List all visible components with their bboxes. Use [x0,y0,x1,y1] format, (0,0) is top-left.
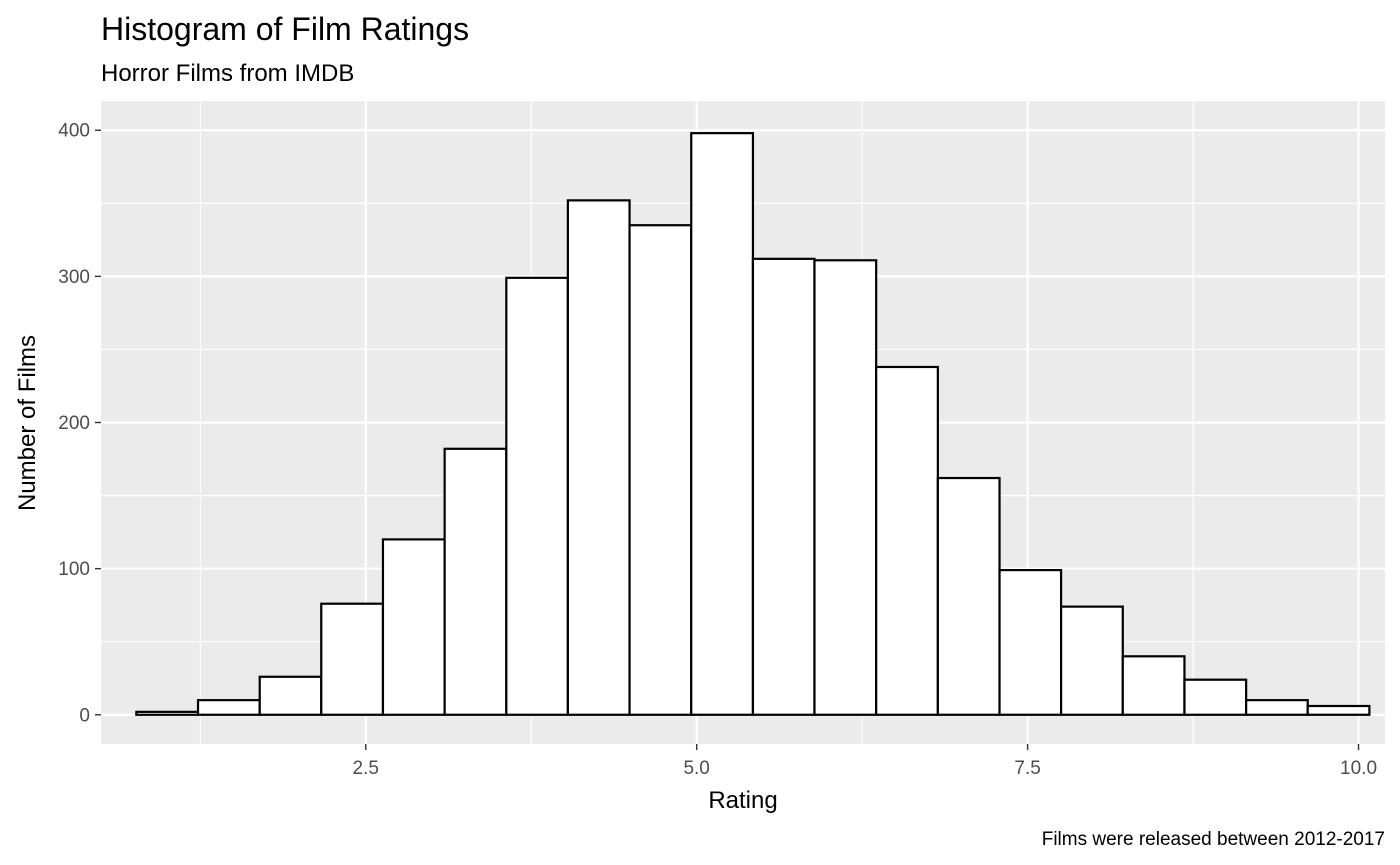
histogram-bar [135,710,200,716]
histogram-bar [258,675,323,716]
histogram-bar [381,538,446,716]
y-axis-ticks: 0 100 200 300 400 [58,121,101,726]
histogram-bar [1306,704,1371,716]
y-tick-label: 400 [58,121,90,142]
chart-subtitle: Horror Films from IMDB [101,60,354,87]
x-axis-ticks: 2.5 5.0 7.5 10.0 [353,744,1377,779]
histogram-bar [690,132,755,716]
x-tick-label: 5.0 [683,758,709,779]
x-tick-label: 7.5 [1014,758,1040,779]
histogram-bar [1059,605,1124,716]
histogram-bar [875,365,939,716]
histogram-bar [505,276,569,716]
histogram-bar [628,224,693,716]
chart-caption: Films were released between 2012-2017 [1042,829,1385,850]
y-tick-label: 200 [58,413,90,434]
x-tick-label: 10.0 [1340,758,1377,779]
histogram-bar [1121,655,1186,716]
histogram-bar [443,447,508,716]
histogram-bar [751,257,816,716]
histogram-bars [135,132,1371,716]
histogram-bar [196,699,261,716]
x-tick-label: 2.5 [353,758,379,779]
x-axis-title: Rating [708,787,777,814]
histogram-bar [998,568,1063,716]
chart-title: Histogram of Film Ratings [101,11,469,47]
y-tick-label: 100 [58,559,90,580]
y-tick-label: 300 [58,267,90,288]
y-tick-label: 0 [79,705,90,726]
histogram-bar [1183,678,1248,716]
histogram-bar [1245,699,1309,716]
histogram-bar [320,602,385,716]
histogram-bar [936,476,1001,716]
histogram-bar [566,199,631,716]
y-axis-title: Number of Films [14,335,41,511]
histogram-bar [813,259,878,716]
